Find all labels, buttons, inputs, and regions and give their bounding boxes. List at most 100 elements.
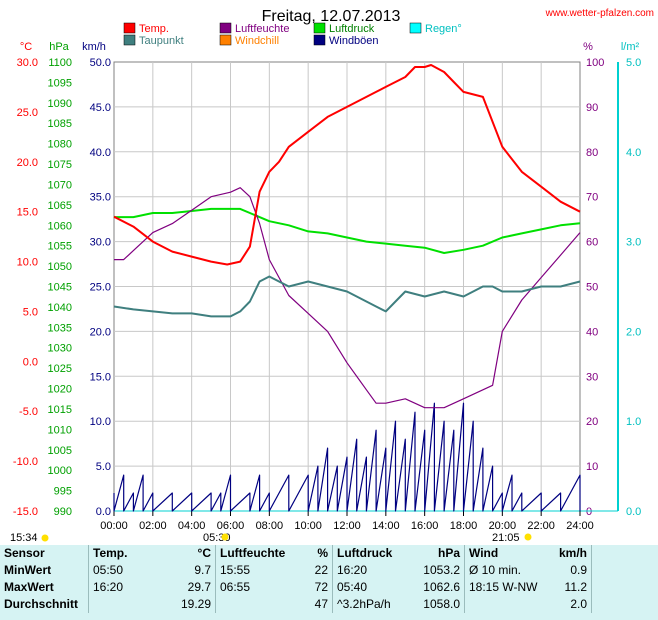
temp-time: 16:20 bbox=[88, 579, 157, 596]
x-tick-label: 04:00 bbox=[178, 520, 206, 532]
header-sensor: Sensor bbox=[4, 546, 45, 560]
grid bbox=[113, 61, 581, 512]
humidity-time: 15:55 bbox=[215, 562, 294, 579]
header-wind-unit: km/h bbox=[558, 546, 587, 560]
humidity-value: 22 bbox=[314, 563, 328, 577]
header-humidity: Luftfeuchte bbox=[215, 545, 294, 562]
pressure-tick-label: 1010 bbox=[48, 424, 72, 436]
pressure-tick-label: 1005 bbox=[48, 445, 72, 457]
pressure-time: 16:20 bbox=[332, 562, 411, 579]
rain-tick-label: 2.0 bbox=[626, 326, 641, 338]
humidity-tick-label: 30 bbox=[586, 371, 598, 383]
x-tick-label: 14:00 bbox=[372, 520, 400, 532]
legend-label: Windböen bbox=[329, 35, 379, 47]
header-temp-unit: °C bbox=[197, 546, 211, 560]
pressure-value: 1053.2 bbox=[423, 563, 460, 577]
header-wind: Wind bbox=[464, 545, 543, 562]
wind-unit: km/h bbox=[82, 41, 106, 53]
legend-label: Luftdruck bbox=[329, 23, 375, 35]
wind-tick-label: 30.0 bbox=[90, 237, 111, 249]
temp-tick-label: 5.0 bbox=[23, 306, 38, 318]
temp-value: 19.29 bbox=[180, 597, 211, 611]
rain-tick-label: 1.0 bbox=[626, 416, 641, 428]
pressure-tick-label: 1000 bbox=[48, 465, 72, 477]
humidity-tick-label: 70 bbox=[586, 192, 598, 204]
temp-tick-label: -10.0 bbox=[13, 456, 38, 468]
row-label: Durchschnitt bbox=[4, 597, 79, 611]
pressure-tick-label: 1035 bbox=[48, 322, 72, 334]
pressure-tick-label: 1055 bbox=[48, 241, 72, 253]
pressure-tick-label: 990 bbox=[54, 506, 72, 518]
pressure-tick-label: 1030 bbox=[48, 343, 72, 355]
wind-tick-label: 10.0 bbox=[90, 416, 111, 428]
pressure-tick-label: 1090 bbox=[48, 98, 72, 110]
axes: 30.0 25.0 20.0 15.0 10.0 5.0 0.0 -5.0 -10.0 -15.0… bbox=[13, 57, 641, 532]
humidity-time: 06:55 bbox=[215, 579, 294, 596]
humidity-value: 47 bbox=[314, 597, 328, 611]
x-tick-label: 08:00 bbox=[256, 520, 284, 532]
x-tick-label: 06:00 bbox=[217, 520, 245, 532]
wind-tick-label: 20.0 bbox=[90, 326, 111, 338]
x-tick-label: 24:00 bbox=[566, 520, 594, 532]
rain-tick-label: 3.0 bbox=[626, 237, 641, 249]
rain-tick-label: 5.0 bbox=[626, 57, 641, 69]
pressure-tick-label: 1095 bbox=[48, 77, 72, 89]
humidity-time bbox=[215, 596, 294, 613]
wind-tick-label: 50.0 bbox=[90, 57, 111, 69]
humidity-tick-label: 10 bbox=[586, 461, 598, 473]
legend-swatch bbox=[123, 34, 136, 46]
header-pressure: Luftdruck bbox=[332, 545, 411, 562]
wind-value: 11.2 bbox=[564, 580, 587, 594]
wind-tick-label: 25.0 bbox=[90, 282, 111, 294]
wind-value: 2.0 bbox=[570, 597, 587, 611]
x-tick-label: 12:00 bbox=[333, 520, 361, 532]
temp-time: 05:50 bbox=[88, 562, 157, 579]
temp-tick-label: 10.0 bbox=[17, 257, 38, 269]
legend-swatch bbox=[123, 22, 136, 34]
pressure-value: 1062.6 bbox=[423, 580, 460, 594]
pressure-tick-label: 1065 bbox=[48, 200, 72, 212]
row-label: MinWert bbox=[4, 563, 52, 577]
legend-label: Regen° bbox=[425, 23, 462, 35]
wind-value: 0.9 bbox=[570, 563, 587, 577]
temp-tick-label: 25.0 bbox=[17, 107, 38, 119]
pressure-tick-label: 1015 bbox=[48, 404, 72, 416]
humidity-tick-label: 50 bbox=[586, 282, 598, 294]
series-line bbox=[114, 207, 581, 254]
temp-tick-label: -15.0 bbox=[13, 506, 38, 518]
temp-value: 29.7 bbox=[187, 580, 211, 594]
rain-unit: l/m² bbox=[621, 41, 640, 53]
pressure-unit: hPa bbox=[49, 41, 69, 53]
day-length: 15:34 bbox=[10, 532, 38, 544]
wind-tick-label: 5.0 bbox=[96, 461, 111, 473]
humidity-tick-label: 40 bbox=[586, 326, 598, 338]
humidity-tick-label: 100 bbox=[586, 57, 604, 69]
wind-tick-label: 0.0 bbox=[96, 506, 111, 518]
humidity-tick-label: 20 bbox=[586, 416, 598, 428]
legend-swatch bbox=[219, 22, 232, 34]
legend-swatch bbox=[409, 22, 422, 34]
x-tick-label: 10:00 bbox=[294, 520, 322, 532]
row-label: MaxWert bbox=[4, 580, 54, 594]
humidity-tick-label: 90 bbox=[586, 102, 598, 114]
humidity-tick-label: 60 bbox=[586, 237, 598, 249]
header-pressure-unit: hPa bbox=[437, 546, 460, 560]
pressure-tick-label: 1020 bbox=[48, 384, 72, 396]
header-humidity-unit: % bbox=[317, 546, 328, 560]
wind-desc: 18:15 W-NW bbox=[464, 579, 543, 596]
pressure-tick-label: 995 bbox=[54, 486, 72, 498]
pressure-tick-label: 1070 bbox=[48, 179, 72, 191]
legend-label: Windchill bbox=[235, 35, 279, 47]
sun-icon bbox=[41, 534, 49, 542]
pressure-tick-label: 1085 bbox=[48, 118, 72, 130]
legend-label: Temp. bbox=[139, 23, 169, 35]
temp-tick-label: 0.0 bbox=[23, 356, 38, 368]
x-tick-label: 16:00 bbox=[411, 520, 439, 532]
pressure-tick-label: 1060 bbox=[48, 220, 72, 232]
legend-label: Taupunkt bbox=[139, 35, 184, 47]
x-tick-label: 20:00 bbox=[489, 520, 517, 532]
site-link[interactable]: www.wetter-pfalzen.com bbox=[545, 8, 654, 19]
pressure-tick-label: 1050 bbox=[48, 261, 72, 273]
legend-swatch bbox=[313, 22, 326, 34]
